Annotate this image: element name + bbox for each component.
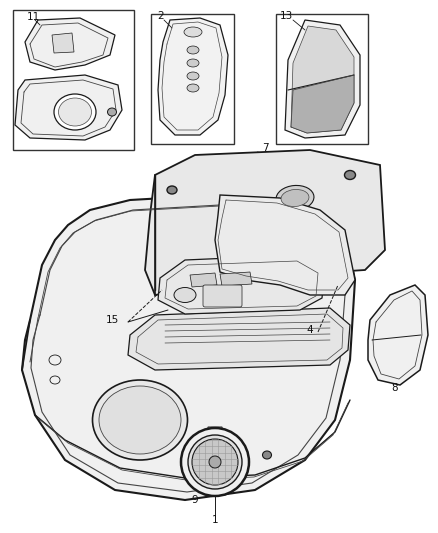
- Polygon shape: [220, 272, 252, 286]
- Ellipse shape: [54, 94, 96, 130]
- Ellipse shape: [59, 98, 92, 126]
- Polygon shape: [145, 150, 385, 295]
- Polygon shape: [22, 195, 355, 500]
- Ellipse shape: [345, 171, 356, 180]
- Polygon shape: [215, 195, 355, 295]
- Ellipse shape: [281, 189, 309, 207]
- Polygon shape: [15, 75, 122, 140]
- Text: 1: 1: [212, 515, 218, 525]
- Text: 8: 8: [392, 383, 398, 393]
- Ellipse shape: [181, 428, 249, 496]
- Polygon shape: [25, 18, 115, 70]
- Polygon shape: [291, 26, 354, 133]
- Ellipse shape: [167, 186, 177, 194]
- Ellipse shape: [174, 287, 196, 303]
- Polygon shape: [368, 285, 428, 385]
- Polygon shape: [207, 427, 224, 445]
- Ellipse shape: [187, 84, 199, 92]
- Polygon shape: [158, 255, 325, 314]
- Bar: [13, 10, 134, 150]
- Bar: [151, 14, 234, 144]
- Ellipse shape: [99, 386, 181, 454]
- Text: 15: 15: [106, 315, 119, 325]
- Ellipse shape: [188, 435, 242, 489]
- Text: 13: 13: [280, 11, 293, 21]
- Bar: [276, 14, 368, 144]
- FancyBboxPatch shape: [203, 285, 242, 307]
- Polygon shape: [291, 75, 354, 133]
- Ellipse shape: [262, 451, 272, 459]
- Ellipse shape: [187, 59, 199, 67]
- Polygon shape: [285, 20, 360, 138]
- Ellipse shape: [209, 456, 221, 468]
- Ellipse shape: [107, 108, 117, 116]
- Polygon shape: [52, 33, 74, 53]
- Ellipse shape: [276, 185, 314, 211]
- Text: 11: 11: [27, 12, 40, 22]
- Ellipse shape: [184, 27, 202, 37]
- Ellipse shape: [192, 439, 238, 485]
- Polygon shape: [158, 18, 228, 135]
- Polygon shape: [128, 308, 350, 370]
- Ellipse shape: [187, 46, 199, 54]
- Ellipse shape: [92, 380, 187, 460]
- Text: 7: 7: [261, 143, 268, 153]
- Text: 9: 9: [192, 495, 198, 505]
- Ellipse shape: [187, 72, 199, 80]
- Text: 2: 2: [157, 11, 164, 21]
- Polygon shape: [190, 273, 217, 287]
- Text: 4: 4: [307, 325, 313, 335]
